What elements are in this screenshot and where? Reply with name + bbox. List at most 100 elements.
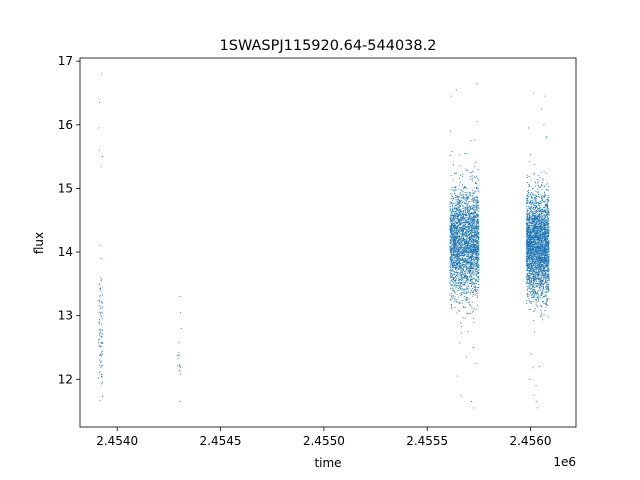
data-point [464, 261, 466, 263]
data-point [525, 242, 527, 244]
data-point [464, 228, 467, 230]
data-point [463, 212, 465, 214]
data-point [452, 227, 454, 229]
data-point [457, 282, 459, 284]
data-point [100, 315, 103, 318]
data-point [449, 229, 451, 231]
data-point [527, 293, 529, 295]
data-point [532, 292, 534, 294]
data-point [548, 214, 550, 216]
data-point [457, 264, 459, 266]
data-point [467, 230, 469, 233]
data-point [539, 285, 541, 287]
data-point [176, 354, 178, 357]
data-point [467, 207, 469, 210]
data-point [470, 241, 472, 243]
data-point [459, 234, 461, 237]
data-point [466, 240, 468, 242]
data-point [450, 224, 453, 226]
data-point [474, 279, 476, 281]
data-point [456, 258, 458, 260]
data-point [475, 222, 477, 224]
data-point [468, 301, 470, 303]
data-point [466, 191, 468, 194]
data-point [460, 211, 462, 213]
data-point [450, 248, 452, 250]
data-point [454, 254, 456, 256]
data-point [538, 229, 540, 231]
data-point [462, 217, 464, 219]
data-point [457, 290, 459, 292]
data-point [537, 254, 539, 256]
data-point [458, 310, 460, 312]
data-point [101, 156, 103, 158]
data-point [99, 359, 101, 361]
data-point [535, 274, 537, 276]
data-point [473, 252, 475, 254]
data-point [527, 210, 529, 212]
data-point [535, 214, 537, 216]
data-point [457, 226, 459, 228]
data-point [473, 254, 475, 256]
data-point [99, 338, 101, 340]
data-point [464, 168, 466, 170]
data-point [458, 201, 460, 204]
data-point [474, 255, 476, 257]
data-point [537, 224, 540, 226]
data-point [467, 209, 469, 211]
data-point [534, 185, 536, 187]
data-point [449, 232, 451, 234]
data-point [463, 295, 465, 297]
data-point [466, 356, 468, 358]
data-point [536, 209, 538, 211]
data-point [470, 219, 472, 222]
data-point [527, 189, 530, 191]
data-point [458, 250, 460, 252]
data-point [470, 217, 472, 219]
data-point [453, 247, 455, 249]
data-point [472, 218, 474, 220]
data-point [459, 289, 461, 291]
data-point [450, 215, 452, 217]
data-point [462, 270, 465, 272]
data-point [452, 235, 454, 237]
data-point [473, 236, 475, 238]
data-point [526, 213, 528, 215]
data-point [539, 245, 541, 247]
data-point [530, 153, 532, 156]
data-point [454, 252, 456, 254]
data-point [98, 283, 101, 285]
data-point [542, 292, 544, 294]
data-point [477, 217, 479, 219]
data-point [450, 225, 452, 228]
data-point [468, 214, 471, 216]
data-point [461, 184, 463, 186]
data-point [464, 292, 466, 294]
data-point [462, 230, 465, 233]
data-point [465, 234, 467, 236]
data-point [528, 183, 530, 186]
data-point [533, 310, 535, 312]
data-point [454, 299, 456, 301]
data-point [462, 207, 464, 209]
data-point [458, 235, 460, 237]
data-point [477, 260, 479, 262]
data-point [466, 277, 468, 279]
data-point [457, 254, 459, 256]
data-point [533, 267, 535, 269]
data-point [460, 279, 463, 282]
data-point [474, 215, 476, 217]
data-point [535, 205, 537, 207]
data-point [461, 300, 463, 302]
data-point [454, 193, 456, 195]
data-point [98, 299, 101, 301]
data-point [462, 291, 464, 294]
data-point [542, 179, 544, 181]
data-point [462, 268, 464, 270]
data-point [458, 266, 460, 268]
data-point [469, 208, 471, 210]
data-point [539, 273, 541, 275]
data-point [461, 258, 463, 260]
data-point [460, 224, 462, 226]
data-point [468, 252, 470, 254]
